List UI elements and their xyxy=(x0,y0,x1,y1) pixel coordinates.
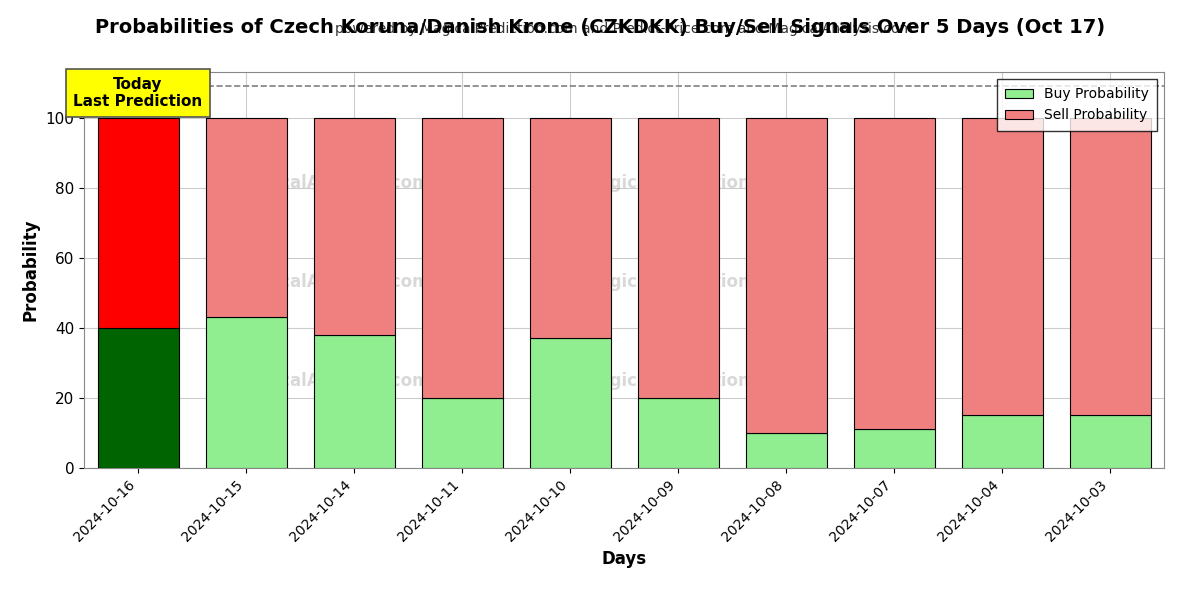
Text: MagicalAnalysis.com: MagicalAnalysis.com xyxy=(235,174,430,192)
Text: MagicalPrediction.com: MagicalPrediction.com xyxy=(582,273,796,291)
Bar xyxy=(1069,415,1151,468)
Text: Today
Last Prediction: Today Last Prediction xyxy=(73,77,203,109)
Bar xyxy=(961,415,1043,468)
Bar xyxy=(853,118,935,430)
Bar xyxy=(745,118,827,433)
Bar xyxy=(637,118,719,398)
Bar xyxy=(313,335,395,468)
Bar xyxy=(205,317,287,468)
Bar xyxy=(421,118,503,398)
Text: MagicalAnalysis.com: MagicalAnalysis.com xyxy=(235,372,430,390)
Bar xyxy=(1069,118,1151,415)
X-axis label: Days: Days xyxy=(601,550,647,568)
Bar xyxy=(313,118,395,335)
Bar xyxy=(961,118,1043,415)
Bar xyxy=(421,398,503,468)
Legend: Buy Probability, Sell Probability: Buy Probability, Sell Probability xyxy=(997,79,1157,131)
Bar xyxy=(529,118,611,338)
Y-axis label: Probability: Probability xyxy=(22,219,40,321)
Text: MagicalPrediction.com: MagicalPrediction.com xyxy=(582,372,796,390)
Bar xyxy=(97,328,179,468)
Text: Probabilities of Czech Koruna/Danish Krone (CZKDKK) Buy/Sell Signals Over 5 Days: Probabilities of Czech Koruna/Danish Kro… xyxy=(95,18,1105,37)
Bar xyxy=(529,338,611,468)
Bar xyxy=(637,398,719,468)
Bar xyxy=(97,118,179,328)
Title: powered by MagicalPrediction.com and Predict-Price.com and MagicalAnalysis.com: powered by MagicalPrediction.com and Pre… xyxy=(335,22,913,36)
Text: MagicalAnalysis.com: MagicalAnalysis.com xyxy=(235,273,430,291)
Bar xyxy=(205,118,287,317)
Bar xyxy=(745,433,827,468)
Text: MagicalPrediction.com: MagicalPrediction.com xyxy=(582,174,796,192)
Bar xyxy=(853,430,935,468)
